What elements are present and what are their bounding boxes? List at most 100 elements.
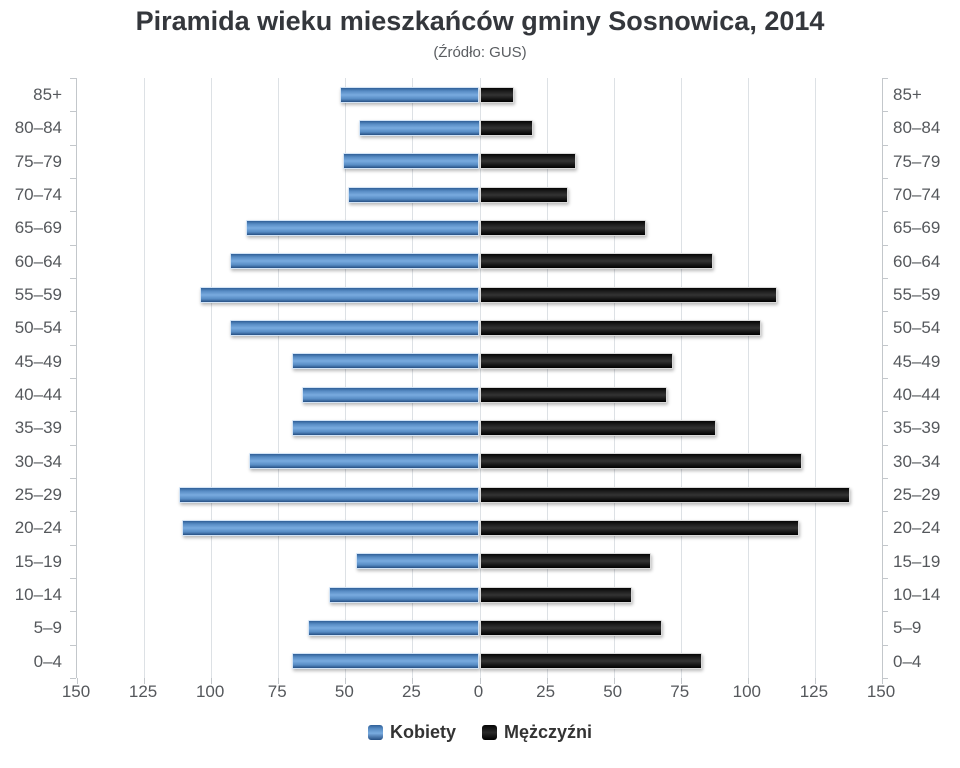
axis-category-tick — [882, 244, 888, 246]
bar-mezczyzni-25–29[interactable] — [479, 486, 850, 503]
bar-mezczyzni-80–84[interactable] — [479, 120, 534, 136]
bar-kobiety-55–59[interactable] — [200, 286, 480, 303]
bar-mezczyzni-10–14[interactable] — [479, 586, 633, 603]
axis-category-tick — [882, 378, 888, 379]
bar-mezczyzni-50–54[interactable] — [479, 320, 762, 336]
axis-category-tick — [882, 544, 888, 546]
bar-mezczyzni-85+[interactable] — [479, 86, 515, 103]
axis-category-tick — [70, 411, 76, 413]
legend-item-mezczyzni[interactable]: Mężczyźni — [481, 722, 593, 743]
bar-kobiety-40–44[interactable] — [302, 386, 480, 403]
axis-category-tick — [70, 78, 76, 79]
axis-category-tick — [70, 511, 76, 513]
category-label-left: 55–59 — [14, 285, 62, 304]
bar-kobiety-85+[interactable] — [339, 86, 480, 103]
bar-kobiety-75–79[interactable] — [342, 153, 480, 170]
axis-category-tick — [70, 444, 76, 446]
category-label-left: 60–64 — [14, 251, 62, 271]
bar-mezczyzni-15–19[interactable] — [479, 553, 652, 570]
x-axis-tick — [144, 678, 146, 684]
bar-kobiety-80–84[interactable] — [358, 120, 480, 136]
bar-mezczyzni-20–24[interactable] — [479, 520, 799, 536]
gridline — [211, 78, 213, 678]
category-label-left: 40–44 — [14, 385, 62, 404]
bar-kobiety-45–49[interactable] — [291, 353, 480, 370]
axis-category-tick — [70, 544, 76, 546]
gridline — [613, 78, 615, 678]
legend: Kobiety Mężczyźni — [0, 722, 960, 743]
bar-kobiety-30–34[interactable] — [248, 453, 480, 470]
bar-mezczyzni-0–4[interactable] — [479, 653, 703, 670]
axis-category-tick — [882, 144, 888, 146]
legend-item-kobiety[interactable]: Kobiety — [367, 722, 456, 743]
bar-mezczyzni-55–59[interactable] — [479, 286, 778, 303]
x-axis-tick — [882, 678, 883, 684]
bar-kobiety-35–39[interactable] — [291, 420, 480, 436]
category-label-left: 75–79 — [14, 151, 62, 171]
bar-kobiety-15–19[interactable] — [356, 553, 480, 570]
bar-kobiety-10–14[interactable] — [329, 586, 480, 603]
bar-mezczyzni-70–74[interactable] — [479, 186, 569, 203]
category-label-right: 20–24 — [893, 518, 941, 538]
bar-mezczyzni-30–34[interactable] — [479, 453, 802, 470]
category-label-right: 15–19 — [893, 551, 941, 571]
axis-category-tick — [882, 411, 888, 413]
axis-category-tick — [70, 111, 76, 113]
category-label-right: 85+ — [893, 85, 922, 104]
bar-kobiety-50–54[interactable] — [229, 320, 480, 336]
legend-label-kobiety: Kobiety — [389, 722, 456, 742]
category-label-left: 80–84 — [14, 118, 62, 138]
bar-mezczyzni-5–9[interactable] — [479, 620, 662, 636]
axis-category-tick — [70, 211, 76, 213]
category-label-right: 65–69 — [893, 218, 941, 238]
bar-kobiety-20–24[interactable] — [181, 520, 480, 536]
bar-mezczyzni-60–64[interactable] — [479, 253, 713, 270]
gridline — [479, 78, 481, 678]
bar-mezczyzni-75–79[interactable] — [479, 153, 577, 170]
bar-mezczyzni-45–49[interactable] — [479, 353, 673, 370]
x-axis-tick-label: 0 — [473, 682, 484, 701]
bar-mezczyzni-35–39[interactable] — [479, 420, 716, 436]
x-axis-tick-label: 75 — [670, 682, 690, 701]
bar-kobiety-65–69[interactable] — [246, 220, 480, 236]
category-label-left: 10–14 — [14, 585, 62, 604]
gridline — [680, 78, 682, 678]
category-label-left: 30–34 — [14, 451, 62, 471]
category-label-right: 10–14 — [893, 585, 941, 604]
y-axis-labels-right: 85+ 80–84 75–79 70–74 65–69 60–64 55–59 50–54 45… — [893, 78, 959, 678]
kobiety-swatch-icon — [367, 725, 383, 740]
gridline — [345, 78, 347, 678]
axis-category-tick — [882, 578, 888, 579]
x-axis-tick-label: 125 — [799, 682, 829, 701]
bar-mezczyzni-65–69[interactable] — [479, 220, 646, 236]
category-label-left: 25–29 — [14, 485, 62, 504]
x-axis-tick — [211, 678, 213, 684]
axis-category-tick — [882, 611, 888, 613]
bar-kobiety-60–64[interactable] — [229, 253, 480, 270]
x-axis-tick-label: 75 — [267, 682, 287, 701]
bar-kobiety-5–9[interactable] — [307, 620, 480, 636]
category-label-left: 65–69 — [14, 218, 62, 238]
x-axis-tick — [680, 678, 682, 684]
category-label-right: 80–84 — [893, 118, 941, 138]
bar-kobiety-25–29[interactable] — [178, 486, 480, 503]
chart-subtitle: (Źródło: GUS) — [433, 44, 527, 61]
axis-category-tick — [70, 244, 76, 246]
bar-kobiety-0–4[interactable] — [291, 653, 480, 670]
x-axis-tick-label: 125 — [128, 682, 158, 701]
axis-category-tick — [882, 644, 888, 646]
axis-category-tick — [882, 278, 888, 279]
bar-kobiety-70–74[interactable] — [348, 186, 480, 203]
bar-mezczyzni-40–44[interactable] — [479, 386, 668, 403]
x-axis-tick — [479, 678, 481, 684]
legend-label-mezczyzni: Mężczyźni — [503, 722, 593, 742]
mezczyzni-swatch-icon — [481, 725, 497, 740]
axis-category-tick — [882, 344, 888, 346]
y-axis-labels-left: 85+ 80–84 75–79 70–74 65–69 60–64 55–59 50–54 45… — [0, 78, 62, 678]
axis-category-tick — [70, 644, 76, 646]
category-label-left: 85+ — [33, 85, 62, 104]
gridline — [278, 78, 280, 678]
x-axis-tick — [77, 678, 78, 684]
category-label-left: 70–74 — [14, 185, 62, 204]
